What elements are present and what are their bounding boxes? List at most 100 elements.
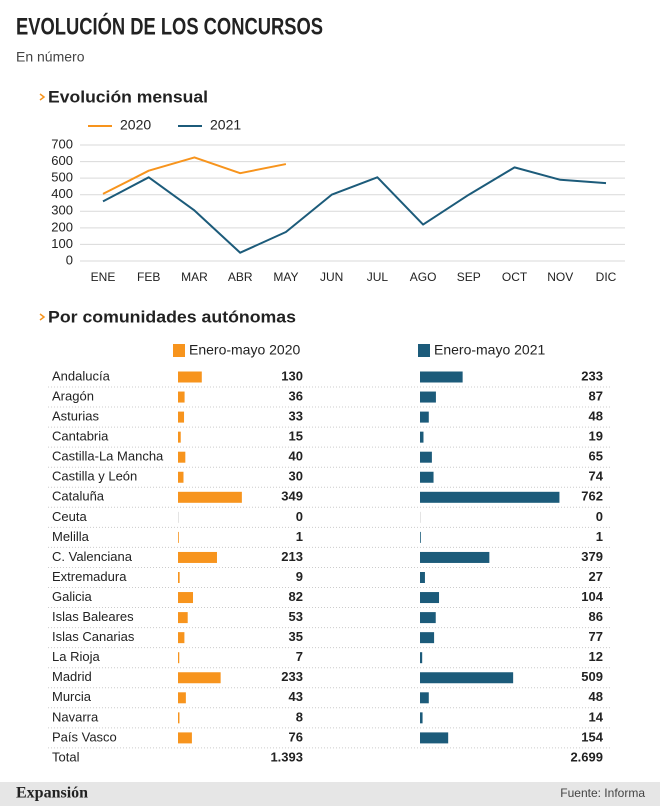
bar <box>178 451 186 463</box>
bar <box>178 672 221 684</box>
value-label: 65 <box>589 449 603 464</box>
value-label: 15 <box>289 429 303 444</box>
x-tick-label: JUN <box>320 270 343 284</box>
bar <box>420 732 449 744</box>
row-label: Melilla <box>52 529 90 544</box>
total-value: 1.393 <box>270 749 303 764</box>
value-label: 30 <box>289 469 303 484</box>
value-label: 7 <box>296 649 303 664</box>
y-tick-label: 600 <box>51 153 73 168</box>
y-tick-label: 700 <box>51 136 73 151</box>
value-label: 8 <box>296 709 303 724</box>
bar <box>178 391 185 403</box>
x-tick-label: FEB <box>137 270 160 284</box>
source: Fuente: Informa <box>560 786 645 800</box>
value-label: 1 <box>296 529 303 544</box>
bar <box>420 572 425 583</box>
legend-swatch <box>173 344 185 357</box>
bar <box>178 592 194 604</box>
value-label: 43 <box>289 689 303 704</box>
bar <box>178 712 180 724</box>
x-tick-label: DIC <box>596 270 617 284</box>
bar <box>420 411 429 423</box>
row-label: Islas Canarias <box>52 629 135 644</box>
value-label: 48 <box>589 409 603 424</box>
bar <box>178 612 188 624</box>
x-tick-label: AGO <box>410 270 437 284</box>
bar <box>178 371 202 383</box>
table-chart-title: Por comunidades autónomas <box>48 307 296 326</box>
subtitle: En número <box>16 49 85 65</box>
bar <box>178 652 180 664</box>
bar <box>178 511 179 523</box>
y-tick-label: 200 <box>51 219 73 234</box>
value-label: 0 <box>596 509 603 524</box>
footer-band <box>0 782 660 806</box>
section-marker <box>39 313 46 321</box>
x-tick-label: ENE <box>91 270 116 284</box>
y-tick-label: 0 <box>66 252 73 267</box>
value-label: 213 <box>281 549 303 564</box>
legend-swatch <box>418 344 430 357</box>
legend-label: Enero-mayo 2020 <box>189 342 301 358</box>
bar <box>420 511 421 523</box>
x-tick-label: OCT <box>502 270 528 284</box>
bar <box>420 612 436 624</box>
y-tick-label: 500 <box>51 170 73 185</box>
row-label: Castilla y León <box>52 469 137 484</box>
bar <box>178 471 184 483</box>
row-label: Extremadura <box>52 569 127 584</box>
x-tick-label: MAR <box>181 270 208 284</box>
row-label: Cataluña <box>52 489 105 504</box>
value-label: 76 <box>289 729 303 744</box>
row-label: Andalucía <box>52 368 111 383</box>
x-tick-label: NOV <box>547 270 573 284</box>
section-marker <box>39 93 46 101</box>
value-label: 35 <box>289 629 303 644</box>
bar <box>420 692 429 704</box>
value-label: 379 <box>581 549 603 564</box>
bar <box>420 491 560 503</box>
row-label: Navarra <box>52 709 99 724</box>
bar <box>178 572 180 583</box>
value-label: 0 <box>296 509 303 524</box>
value-label: 1 <box>596 529 603 544</box>
bar <box>178 692 186 704</box>
value-label: 19 <box>589 429 603 444</box>
y-tick-label: 300 <box>51 203 73 218</box>
value-label: 74 <box>589 469 604 484</box>
value-label: 86 <box>589 609 603 624</box>
bar <box>420 632 435 644</box>
row-label: País Vasco <box>52 729 117 744</box>
bar <box>420 371 463 383</box>
value-label: 48 <box>589 689 603 704</box>
value-label: 154 <box>581 729 603 744</box>
bar <box>420 652 423 664</box>
bar <box>420 531 421 543</box>
legend-label: Enero-mayo 2021 <box>434 342 546 358</box>
row-label: Islas Baleares <box>52 609 134 624</box>
bar <box>178 732 192 744</box>
row-label: Castilla-La Mancha <box>52 449 164 464</box>
line-series <box>102 166 607 254</box>
line-series <box>102 156 287 195</box>
row-label: Ceuta <box>52 509 87 524</box>
bar <box>178 551 217 563</box>
bar <box>420 431 424 443</box>
row-label: Cantabria <box>52 429 109 444</box>
value-label: 27 <box>589 569 603 584</box>
bar <box>420 451 432 463</box>
row-label: Murcia <box>52 689 92 704</box>
bar <box>420 391 436 403</box>
value-label: 40 <box>289 449 303 464</box>
bar <box>178 491 242 503</box>
bar <box>420 592 440 604</box>
bar <box>420 471 434 483</box>
value-label: 87 <box>589 388 603 403</box>
value-label: 233 <box>281 669 303 684</box>
x-tick-label: SEP <box>457 270 481 284</box>
value-label: 12 <box>589 649 603 664</box>
value-label: 104 <box>581 589 603 604</box>
bar <box>178 632 185 644</box>
